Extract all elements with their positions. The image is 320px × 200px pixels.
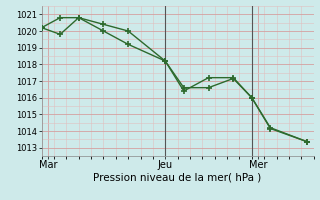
X-axis label: Pression niveau de la mer( hPa ): Pression niveau de la mer( hPa ) <box>93 173 262 183</box>
